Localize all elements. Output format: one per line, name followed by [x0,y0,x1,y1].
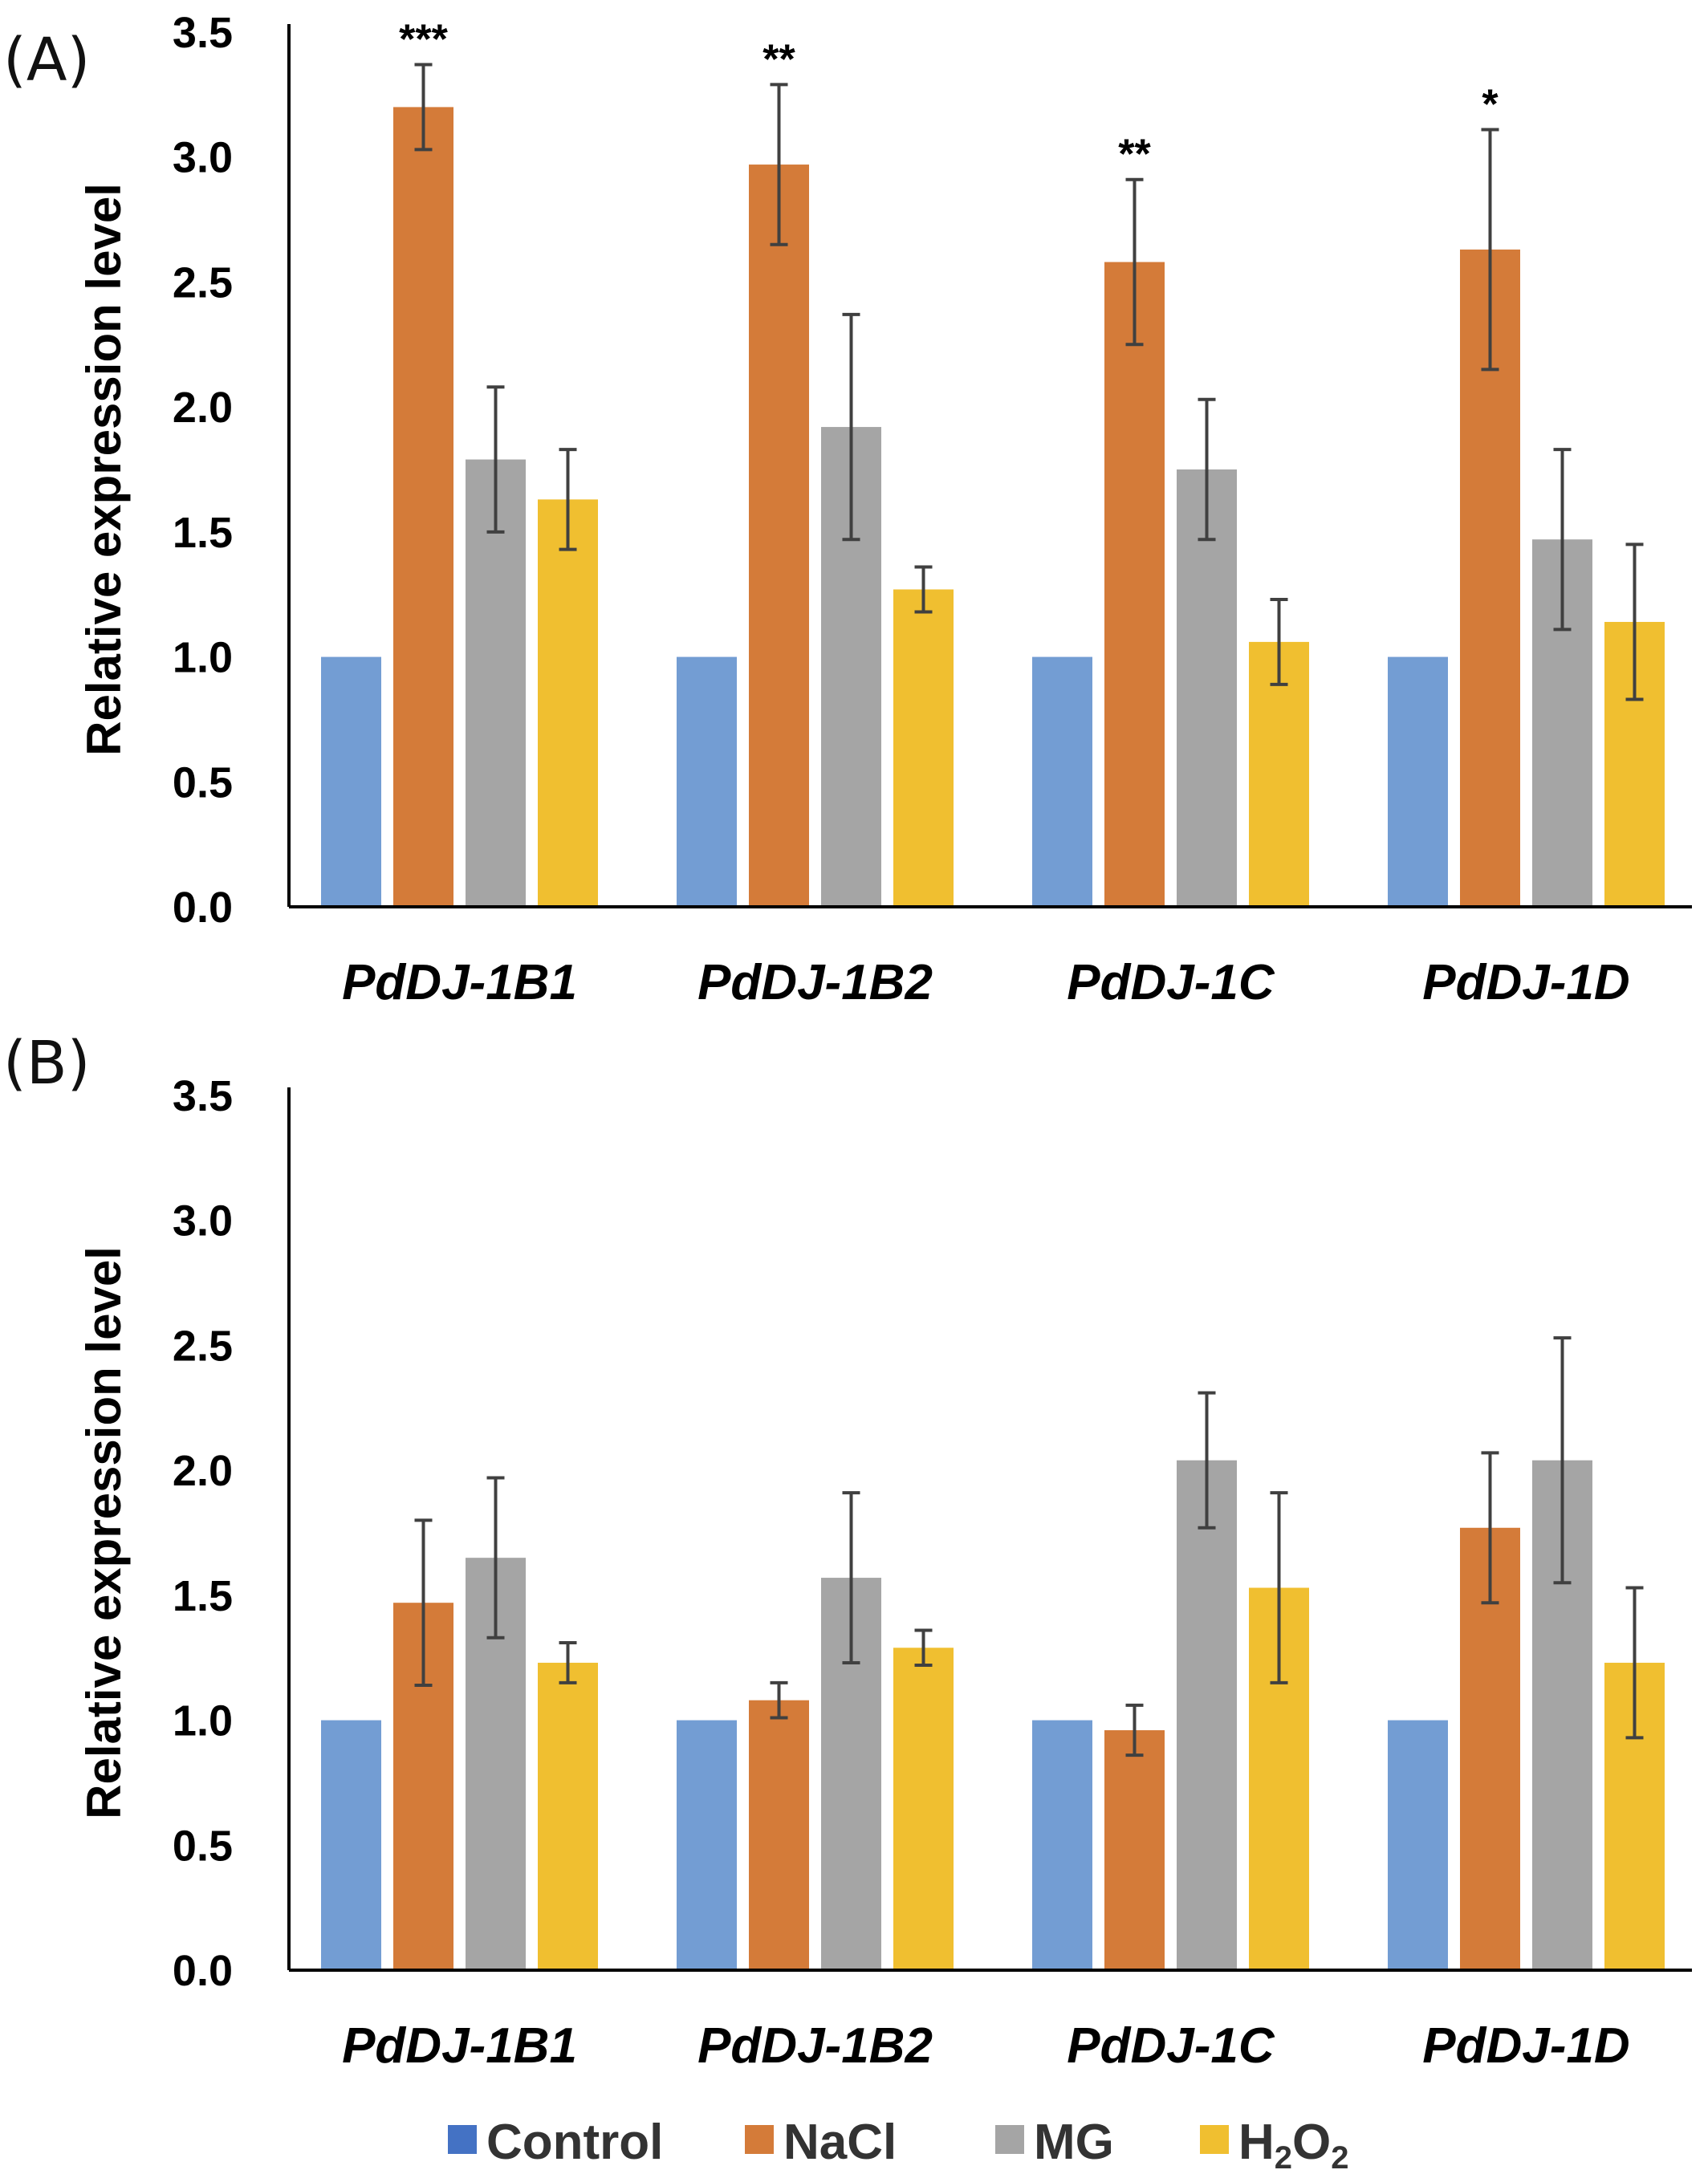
y-tick-label: 0.0 [173,884,233,932]
significance-marker: * [1482,81,1499,128]
panel-label: (B) [3,1029,91,1098]
bar-control-pddj-1d [1388,656,1448,907]
legend-swatch-control [448,2125,477,2154]
bar-h2o2-pddj-1b1 [538,499,598,907]
y-tick-label: 2.0 [173,384,233,432]
bar-nacl-pddj-1b2 [749,165,809,908]
bar-control-pddj-1b2 [677,1720,737,1970]
legend-subscript: 2 [1331,2140,1348,2176]
significance-marker: *** [399,16,448,63]
bar-control-pddj-1d [1388,1720,1448,1970]
y-tick-label: 3.0 [173,1197,233,1245]
significance-marker: ** [762,36,795,83]
y-tick-label: 1.0 [173,634,233,682]
bar-control-pddj-1c [1032,656,1092,907]
panel-label: (A) [3,26,90,95]
bar-nacl-pddj-1c [1104,1730,1165,1970]
y-tick-label: 2.5 [173,1322,233,1370]
bar-mg-pddj-1b1 [466,459,526,907]
y-axis-title: Relative expression level [77,183,131,756]
bar-control-pddj-1b1 [321,1720,381,1970]
legend-label-mg: MG [1034,2115,1114,2170]
bar-h2o2-pddj-1b1 [538,1662,598,1970]
panel-a: (A) Relative expression level 0.0 0.5 1.0 1.5… [3,9,1692,1010]
legend-swatch-nacl [745,2125,774,2154]
bar-control-pddj-1c [1032,1720,1092,1970]
significance-marker: ** [1118,132,1151,178]
x-category-label: PdDJ-1B2 [697,2018,933,2074]
y-axis-title: Relative expression level [77,1246,131,1819]
legend-text-part: O [1292,2115,1331,2170]
bar-h2o2-pddj-1c [1249,641,1309,907]
panel-b: (B) Relative expression level 0.0 0.5 1.0 1.5… [3,1029,1692,2074]
y-tick-label: 2.0 [173,1447,233,1495]
y-tick-label: 3.5 [173,9,233,57]
y-tick-label: 2.5 [173,258,233,307]
bar-nacl-pddj-1b1 [393,107,453,907]
x-category-label: PdDJ-1D [1422,2018,1629,2074]
bar-h2o2-pddj-1b2 [893,1648,954,1970]
bar-h2o2-pddj-1b2 [893,589,954,907]
x-category-label: PdDJ-1B1 [342,955,577,1010]
legend-label-nacl: NaCl [783,2115,897,2170]
y-tick-label: 0.5 [173,758,233,807]
legend-swatch-mg [995,2125,1024,2154]
legend-swatch-h2o2 [1200,2125,1229,2154]
y-tick-label: 0.5 [173,1822,233,1870]
y-tick-label: 1.5 [173,509,233,557]
y-tick-label: 1.0 [173,1697,233,1745]
y-tick-label: 1.5 [173,1572,233,1620]
y-tick-label: 3.5 [173,1072,233,1120]
legend-text-part: H [1238,2115,1275,2170]
x-category-label: PdDJ-1C [1067,2018,1275,2074]
x-category-label: PdDJ-1C [1067,955,1275,1010]
legend: Control NaCl MG H2O2 [448,2115,1349,2176]
bar-control-pddj-1b2 [677,656,737,907]
y-tick-label: 3.0 [173,134,233,182]
x-category-label: PdDJ-1B1 [342,2018,577,2074]
bar-nacl-pddj-1c [1104,262,1165,907]
x-category-label: PdDJ-1B2 [697,955,933,1010]
legend-subscript: 2 [1275,2140,1292,2176]
bar-mg-pddj-1c [1177,1460,1237,1970]
y-tick-label: 0.0 [173,1947,233,1995]
bar-nacl-pddj-1b2 [749,1700,809,1970]
legend-label-h2o2: H2O2 [1238,2115,1349,2176]
bar-mg-pddj-1c [1177,469,1237,907]
legend-label-control: Control [486,2115,663,2170]
x-category-label: PdDJ-1D [1422,955,1629,1010]
bar-control-pddj-1b1 [321,656,381,907]
